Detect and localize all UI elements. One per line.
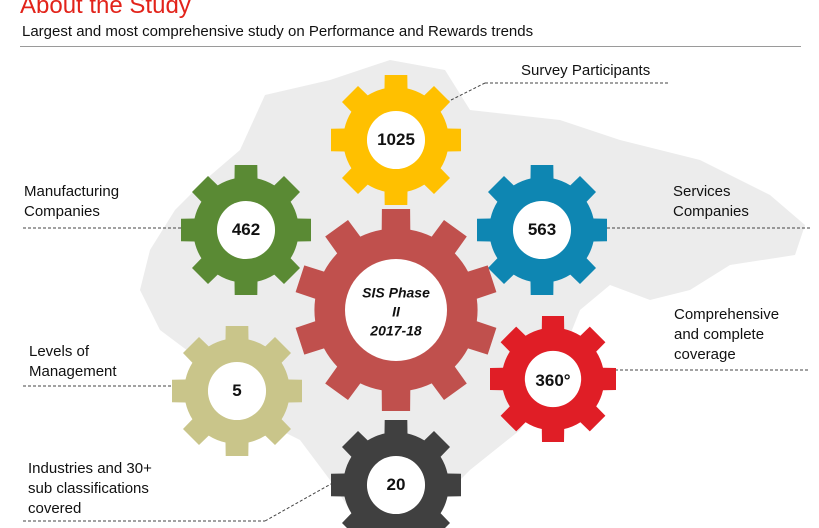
coverage-gear-hub	[524, 350, 582, 408]
levels-label: Levels of Management	[29, 342, 117, 382]
coverage-label: Comprehensive and complete coverage	[674, 305, 779, 365]
participants-label: Survey Participants	[521, 62, 651, 79]
gear-manufacturing	[181, 165, 311, 295]
levels-label-line2: Management	[29, 363, 117, 380]
gear-services	[477, 165, 607, 295]
services-label-line2: Companies	[673, 203, 749, 220]
connector-participants-d	[446, 82, 486, 103]
gear-participants	[331, 75, 461, 205]
center-gear-hub	[345, 259, 447, 361]
services-gear-hub	[512, 200, 572, 260]
gear-levels	[172, 326, 302, 456]
center-label-line2: II	[392, 303, 400, 320]
industries-label-line3: covered	[28, 500, 82, 517]
services-label-line1: Services	[673, 183, 731, 200]
coverage-value: 360°	[535, 371, 571, 390]
header-divider	[20, 46, 801, 47]
gear-industries	[331, 420, 461, 528]
gear-center	[295, 209, 497, 411]
manufacturing-value: 462	[231, 220, 261, 239]
center-label: SIS Phase II 2017-18	[362, 284, 430, 341]
industries-label-line2: sub classifications	[28, 480, 149, 497]
coverage-label-line1: Comprehensive	[674, 306, 780, 323]
coverage-label-line3: coverage	[674, 346, 736, 363]
industries-gear-hub	[366, 455, 426, 515]
page-title: About the Study	[20, 0, 191, 19]
gear-coverage	[490, 316, 616, 442]
manufacturing-gear-hub	[216, 200, 276, 260]
participants-value: 1025	[377, 130, 415, 149]
coverage-label-line2: and complete	[674, 326, 765, 343]
manufacturing-label-line1: Manufacturing	[24, 183, 120, 200]
page-subtitle: Largest and most comprehensive study on …	[22, 23, 534, 40]
services-value: 563	[527, 220, 557, 239]
levels-label-line1: Levels of	[29, 343, 90, 360]
center-label-line3: 2017-18	[370, 322, 422, 339]
connector-industries-d	[264, 479, 339, 522]
levels-value: 5	[232, 381, 242, 400]
services-label: Services Companies	[673, 182, 749, 222]
manufacturing-label-line2: Companies	[24, 203, 100, 220]
levels-gear-hub	[207, 361, 267, 421]
industries-label-line1: Industries and 30+	[28, 460, 152, 477]
industries-value: 20	[386, 475, 406, 494]
participants-gear-hub	[366, 110, 426, 170]
manufacturing-label: Manufacturing Companies	[24, 182, 119, 222]
center-label-line1: SIS Phase	[362, 284, 430, 301]
industries-label: Industries and 30+ sub classifications c…	[28, 459, 152, 519]
